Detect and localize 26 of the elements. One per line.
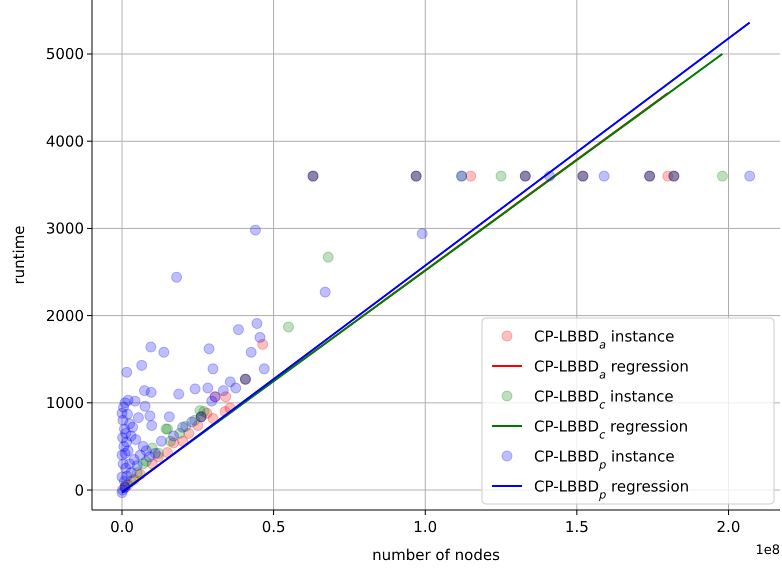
y-tick-label: 2000 [46, 306, 84, 325]
x-tick-label: 0.0 [110, 518, 134, 536]
y-tick-label: 1000 [46, 394, 84, 412]
point [282, 321, 294, 332]
x-tick-label: 0.5 [262, 518, 286, 536]
point [716, 170, 728, 182]
point [322, 252, 334, 263]
x-tick-label: 1.0 [413, 518, 438, 536]
point [496, 170, 507, 182]
legend-label: CP-LBBD$_{a}$ regression [534, 357, 689, 381]
y-tick-label: 5000 [46, 45, 84, 64]
x-tick-label: 2.0 [716, 518, 740, 536]
legend-label: CP-LBBD$_{p}$ instance [534, 447, 675, 471]
legend-label: CP-LBBD$_{p}$ regression [534, 477, 690, 501]
y-axis-title: runtime [10, 225, 28, 285]
text: 1e8 [755, 543, 780, 558]
point [207, 413, 218, 424]
y-tick-label: 0 [74, 481, 84, 500]
legend-label: CP-LBBD$_{c}$ regression [534, 417, 688, 441]
x-tick-label: 1.5 [564, 518, 589, 536]
legend-label: CP-LBBD$_{a}$ instance [534, 327, 674, 351]
x-axis-title: number of nodes [372, 546, 500, 564]
y-tick-label: 4000 [46, 132, 84, 150]
point [465, 170, 476, 182]
legend-label: CP-LBBD$_{c}$ instance [534, 387, 674, 411]
y-tick-label: 3000 [46, 220, 84, 238]
